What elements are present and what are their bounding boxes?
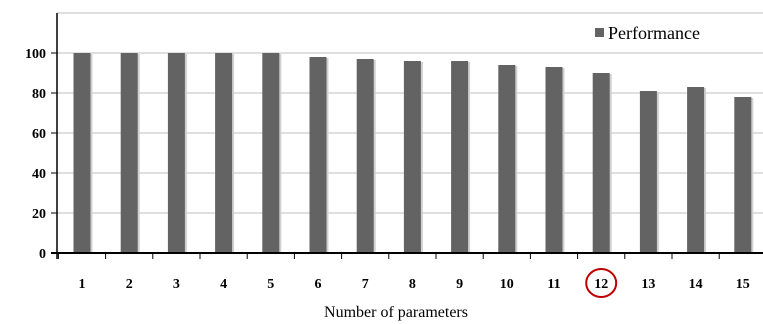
bar-13 bbox=[639, 91, 657, 253]
legend: Performance bbox=[595, 23, 700, 43]
bar-11 bbox=[545, 67, 563, 253]
x-tick-label: 8 bbox=[409, 277, 416, 292]
x-tick-label: 1 bbox=[79, 277, 86, 292]
bar-8 bbox=[403, 61, 421, 253]
x-tick-label: 7 bbox=[362, 277, 369, 292]
bars bbox=[73, 53, 754, 253]
bar-6 bbox=[309, 57, 327, 253]
bar-15 bbox=[734, 97, 752, 253]
bar-14 bbox=[687, 87, 705, 253]
axes bbox=[51, 13, 763, 259]
x-tick-label: 3 bbox=[173, 277, 180, 292]
x-tick-label: 4 bbox=[220, 277, 227, 292]
y-tick-label: 20 bbox=[32, 207, 46, 222]
bar-9 bbox=[451, 61, 469, 253]
x-tick-label: 6 bbox=[315, 277, 322, 292]
bar-5 bbox=[262, 53, 280, 253]
highlight-circle bbox=[585, 268, 618, 298]
x-tick-label: 14 bbox=[689, 277, 703, 292]
x-tick-label: 12 bbox=[594, 277, 608, 292]
bar-7 bbox=[356, 59, 374, 253]
x-tick-label: 15 bbox=[736, 277, 750, 292]
x-tick-label: 13 bbox=[641, 277, 655, 292]
legend-swatch bbox=[595, 28, 604, 37]
bar-10 bbox=[498, 65, 516, 253]
x-tick-label: 9 bbox=[456, 277, 463, 292]
x-axis-title: Number of parameters bbox=[324, 304, 468, 321]
bar-2 bbox=[120, 53, 138, 253]
y-tick-label: 60 bbox=[32, 127, 46, 142]
y-tick-label: 80 bbox=[32, 87, 46, 102]
bar-1 bbox=[73, 53, 91, 253]
bar-4 bbox=[215, 53, 233, 253]
x-tick-labels: 1 2 3 4 5 6 7 8 9 10 11 12 13 14 15 bbox=[57, 253, 750, 298]
bar-3 bbox=[167, 53, 185, 253]
y-tick-label: 0 bbox=[39, 247, 46, 262]
bar-12 bbox=[592, 73, 610, 253]
y-tick-labels: 0 20 40 60 80 100 bbox=[25, 47, 57, 262]
y-tick-label: 100 bbox=[25, 47, 46, 62]
y-tick-label: 40 bbox=[32, 167, 46, 182]
x-tick-label: 10 bbox=[500, 277, 514, 292]
legend-label: Performance bbox=[608, 23, 700, 43]
x-tick-label: 11 bbox=[547, 277, 560, 292]
x-tick-label: 5 bbox=[267, 277, 274, 292]
x-tick-label: 2 bbox=[126, 277, 133, 292]
